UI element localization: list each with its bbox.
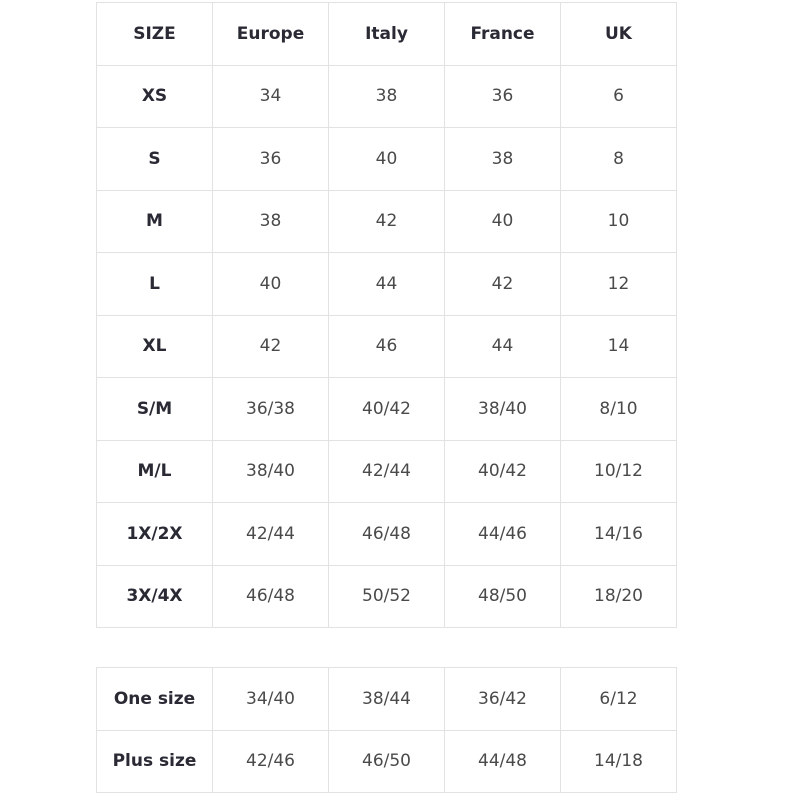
size-value-cell: 12 <box>560 252 677 316</box>
size-value-cell: 44/48 <box>444 729 561 793</box>
size-label-cell: 1X/2X <box>96 502 213 566</box>
size-value-cell: 42/44 <box>212 502 329 566</box>
size-value-cell: 50/52 <box>328 564 445 628</box>
size-value-cell: 46/48 <box>328 502 445 566</box>
size-value-cell: 44/46 <box>444 502 561 566</box>
table-row: 1X/2X 42/44 46/48 44/46 14/16 <box>96 502 677 566</box>
size-value-cell: 38/40 <box>444 377 561 441</box>
column-header: France <box>444 2 561 66</box>
size-value-cell: 14 <box>560 314 677 378</box>
size-label-cell: 3X/4X <box>96 564 213 628</box>
size-value-cell: 44 <box>444 314 561 378</box>
table-row: S 36 40 38 8 <box>96 127 677 191</box>
size-value-cell: 8/10 <box>560 377 677 441</box>
size-value-cell: 10/12 <box>560 439 677 503</box>
table-row: XL 42 46 44 14 <box>96 314 677 378</box>
column-header: Europe <box>212 2 329 66</box>
size-value-cell: 48/50 <box>444 564 561 628</box>
size-label-cell: XS <box>96 64 213 128</box>
size-value-cell: 10 <box>560 189 677 253</box>
special-size-table: One size 34/40 38/44 36/42 6/12 Plus size 42/4… <box>96 667 677 793</box>
size-value-cell: 46/50 <box>328 729 445 793</box>
size-value-cell: 36/38 <box>212 377 329 441</box>
size-value-cell: 14/16 <box>560 502 677 566</box>
size-value-cell: 46/48 <box>212 564 329 628</box>
size-value-cell: 38 <box>212 189 329 253</box>
table-row: Plus size 42/46 46/50 44/48 14/18 <box>96 729 677 793</box>
size-value-cell: 36 <box>212 127 329 191</box>
size-label-cell: One size <box>96 667 213 731</box>
table-row: M/L 38/40 42/44 40/42 10/12 <box>96 439 677 503</box>
size-value-cell: 42/44 <box>328 439 445 503</box>
size-conversion-table: SIZE Europe Italy France UK XS 34 38 36 6 S 36 40 38 8… <box>96 2 677 628</box>
size-label-cell: M/L <box>96 439 213 503</box>
table-row: S/M 36/38 40/42 38/40 8/10 <box>96 377 677 441</box>
size-value-cell: 42 <box>328 189 445 253</box>
size-value-cell: 42 <box>212 314 329 378</box>
size-value-cell: 8 <box>560 127 677 191</box>
size-label-cell: XL <box>96 314 213 378</box>
table-row: L 40 44 42 12 <box>96 252 677 316</box>
size-value-cell: 14/18 <box>560 729 677 793</box>
size-value-cell: 36/42 <box>444 667 561 731</box>
column-header: SIZE <box>96 2 213 66</box>
column-header: UK <box>560 2 677 66</box>
table-row: 3X/4X 46/48 50/52 48/50 18/20 <box>96 564 677 628</box>
column-header: Italy <box>328 2 445 66</box>
table-row: One size 34/40 38/44 36/42 6/12 <box>96 667 677 731</box>
size-value-cell: 18/20 <box>560 564 677 628</box>
size-value-cell: 42 <box>444 252 561 316</box>
size-value-cell: 34 <box>212 64 329 128</box>
size-label-cell: S <box>96 127 213 191</box>
size-value-cell: 34/40 <box>212 667 329 731</box>
size-label-cell: Plus size <box>96 729 213 793</box>
size-value-cell: 40 <box>212 252 329 316</box>
size-value-cell: 40/42 <box>444 439 561 503</box>
size-value-cell: 44 <box>328 252 445 316</box>
table-row: XS 34 38 36 6 <box>96 64 677 128</box>
size-value-cell: 42/46 <box>212 729 329 793</box>
size-value-cell: 40 <box>444 189 561 253</box>
size-label-cell: S/M <box>96 377 213 441</box>
size-value-cell: 38/40 <box>212 439 329 503</box>
size-label-cell: L <box>96 252 213 316</box>
size-value-cell: 36 <box>444 64 561 128</box>
header-row: SIZE Europe Italy France UK <box>96 2 677 66</box>
size-value-cell: 38/44 <box>328 667 445 731</box>
size-value-cell: 6/12 <box>560 667 677 731</box>
size-value-cell: 40/42 <box>328 377 445 441</box>
table-row: M 38 42 40 10 <box>96 189 677 253</box>
size-label-cell: M <box>96 189 213 253</box>
size-value-cell: 38 <box>444 127 561 191</box>
size-value-cell: 40 <box>328 127 445 191</box>
size-value-cell: 46 <box>328 314 445 378</box>
size-value-cell: 38 <box>328 64 445 128</box>
size-value-cell: 6 <box>560 64 677 128</box>
